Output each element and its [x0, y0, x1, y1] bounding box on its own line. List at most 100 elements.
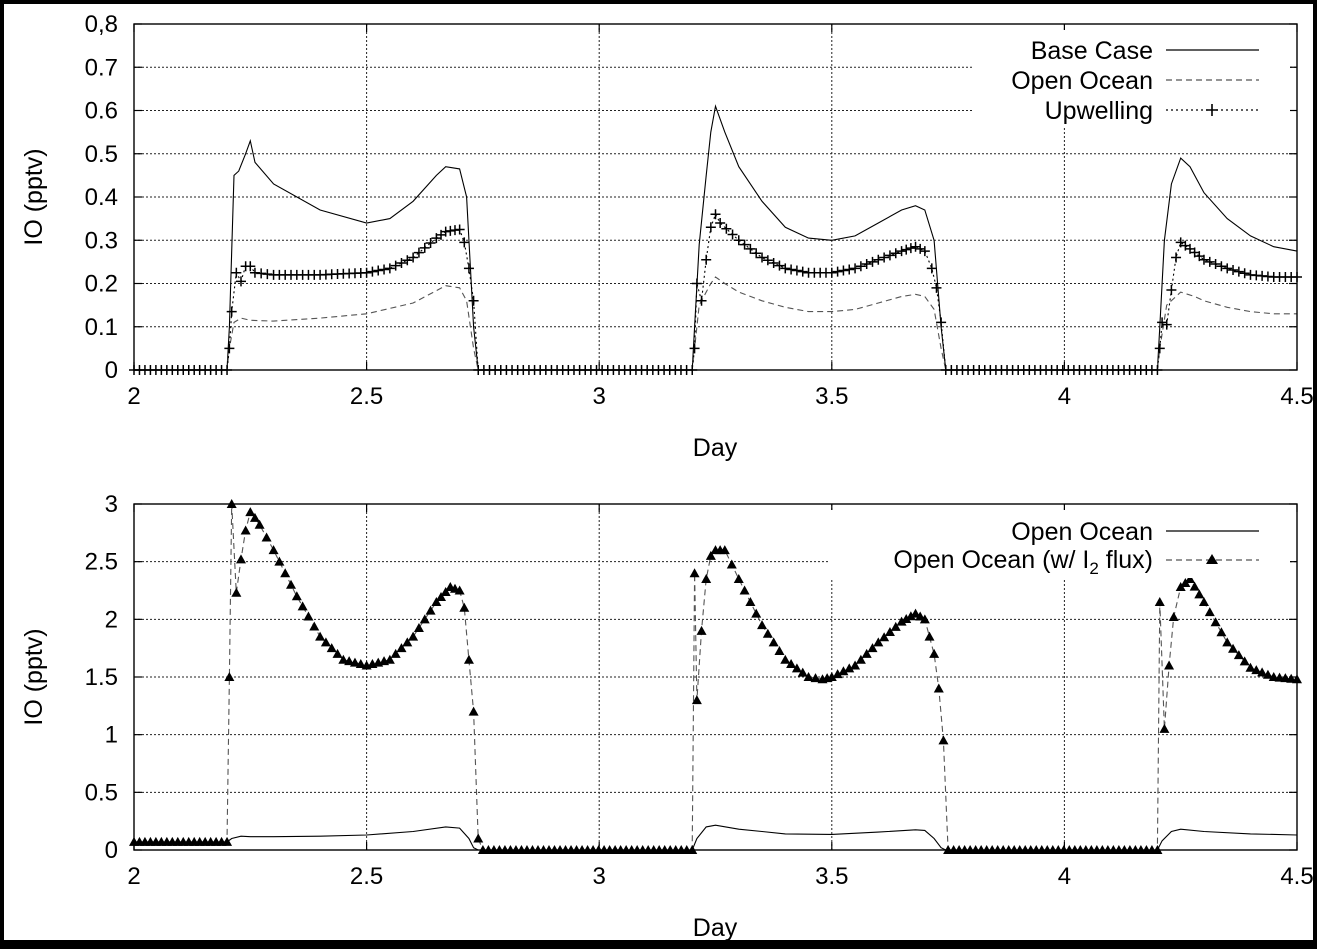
bottom-marker-triangle [896, 616, 907, 626]
top-ylabel: IO (pptv) [20, 148, 48, 245]
top-marker-cross [797, 266, 808, 277]
bottom-marker-triangle [855, 654, 866, 664]
top-marker-cross [413, 247, 424, 258]
top-marker-cross [408, 252, 419, 263]
panel-bottom: 2 2.5 3 3.5 4 4.500.511.522.53 Day IO (pptv) … [20, 491, 1314, 942]
bottom-marker-triangle [933, 683, 944, 693]
top-ytick-label: 0.5 [85, 141, 118, 168]
top-marker-cross [226, 306, 237, 317]
top-marker-cross [855, 261, 866, 272]
top-ticks: 2 2.5 3 3.5 4 4.5 0 0.1 0.2 0.3 0.4 0.5 0.6 0.7 0,8 [85, 11, 1314, 410]
top-marker-cross [910, 241, 921, 252]
bottom-ytick-label: 1.5 [85, 664, 118, 691]
bottom-series [129, 499, 1302, 854]
top-marker-cross [224, 343, 235, 354]
bottom-marker-triangle [1159, 723, 1170, 733]
bottom-marker-triangle [338, 654, 349, 664]
top-xlabel: Day [693, 434, 738, 462]
top-marker-cross [463, 263, 474, 274]
bottom-marker-triangle [349, 657, 360, 667]
bottom-ytick-label: 2 [105, 606, 118, 633]
legend-text-part-2: flux) [1099, 546, 1153, 574]
bottom-marker-triangle [797, 667, 808, 677]
bottom-ytick-label: 0.5 [85, 779, 118, 806]
top-marker-cross [1216, 261, 1227, 272]
bottom-marker-triangle [261, 532, 272, 542]
bottom-marker-triangle [1251, 665, 1262, 675]
top-xtick-label: 4 [1058, 383, 1071, 410]
bottom-marker-triangle [413, 622, 424, 632]
bottom-marker-triangle [1154, 597, 1165, 607]
top-marker-cross [791, 265, 802, 276]
bottom-marker-triangle [905, 611, 916, 621]
bottom-marker-triangle [884, 627, 895, 637]
top-marker-cross [235, 276, 246, 287]
top-marker-cross [1157, 317, 1168, 328]
top-legend: Base Case Open Ocean Upwelling [972, 30, 1290, 126]
top-marker-cross [832, 266, 843, 277]
bottom-marker-triangle [719, 545, 730, 555]
top-marker-cross [1154, 343, 1165, 354]
panel-top: 2 2.5 3 3.5 4 4.5 0 0.1 0.2 0.3 0.4 0.5 0.6 0.7 0,8 Da… [20, 11, 1314, 462]
bottom-series-open-ocean-w-i2-flux [134, 503, 1298, 851]
top-marker-cross [710, 209, 721, 220]
bottom-xtick-label: 2.5 [350, 863, 383, 890]
bottom-marker-triangle [1194, 589, 1205, 599]
bottom-marker-triangle [344, 656, 355, 666]
bottom-marker-triangle [929, 648, 940, 658]
top-legend-cross-marker [1206, 104, 1218, 116]
top-marker-cross [727, 229, 738, 240]
top-marker-cross [425, 237, 436, 248]
bottom-marker-triangle [791, 663, 802, 673]
top-marker-cross [689, 343, 700, 354]
top-marker-cross [931, 282, 942, 293]
bottom-marker-triangle [384, 654, 395, 664]
bottom-marker-triangle [745, 597, 756, 607]
bottom-marker-triangle [454, 585, 465, 595]
top-marker-cross [733, 235, 744, 246]
bottom-xlabel: Day [693, 914, 738, 942]
top-marker-cross [850, 263, 861, 274]
top-series-base-case [134, 104, 1298, 371]
top-marker-cross [873, 254, 884, 265]
top-ytick-label: 0.2 [85, 271, 118, 298]
bottom-marker-triangle [861, 648, 872, 658]
bottom-marker-triangle [396, 643, 407, 653]
bottom-xtick-label: 3.5 [815, 863, 848, 890]
top-marker-cross [1210, 259, 1221, 270]
legend-subscript: 2 [1089, 559, 1098, 578]
bottom-marker-triangle [286, 579, 297, 589]
bottom-marker-triangle [844, 663, 855, 673]
bottom-marker-triangle [440, 587, 451, 597]
top-marker-cross [701, 254, 712, 265]
bottom-ytick-label: 2.5 [85, 549, 118, 576]
bottom-marker-triangle [1185, 573, 1196, 583]
bottom-xtick-label: 4 [1058, 863, 1071, 890]
top-ytick-label: 0.7 [85, 54, 118, 81]
bottom-marker-triangle [1164, 660, 1175, 670]
bottom-marker-triangle [254, 519, 265, 529]
top-marker-cross [715, 217, 726, 228]
bottom-marker-triangle [873, 637, 884, 647]
top-marker-cross [844, 264, 855, 275]
top-legend-label-open-ocean: Open Ocean [1011, 67, 1153, 95]
bottom-marker-triangle [425, 605, 436, 615]
bottom-marker-triangle [739, 585, 750, 595]
bottom-marker-triangle [309, 621, 320, 631]
bottom-marker-triangle [938, 735, 949, 745]
top-marker-cross [1233, 266, 1244, 277]
bottom-marker-triangle [1198, 597, 1209, 607]
top-marker-cross [1228, 264, 1239, 275]
top-ytick-label: 0.6 [85, 98, 118, 125]
bottom-ylabel: IO (pptv) [20, 628, 48, 725]
bottom-marker-triangle [431, 597, 442, 607]
bottom-marker-triangle [297, 601, 308, 611]
top-marker-cross [786, 264, 797, 275]
bottom-marker-triangle [390, 648, 401, 658]
bottom-marker-triangle [879, 632, 890, 642]
top-marker-cross [245, 261, 256, 272]
top-marker-cross [1171, 252, 1182, 263]
top-marker-cross [1161, 319, 1172, 330]
top-marker-cross [361, 267, 372, 278]
